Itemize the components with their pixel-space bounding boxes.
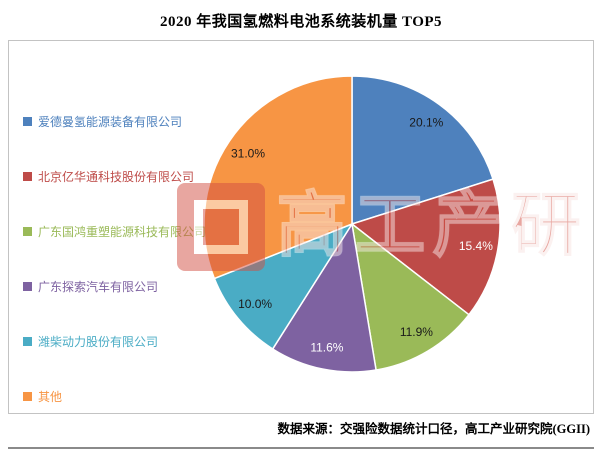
legend: 爱德曼氢能源装备有限公司 北京亿华通科技股份有限公司 广东国鸿重塑能源科技有限公司广… <box>23 113 206 405</box>
legend-item: 其他 <box>23 388 206 405</box>
legend-swatch <box>23 337 32 346</box>
legend-label: 广东国鸿重塑能源科技有限公司 <box>38 225 207 239</box>
legend-swatch <box>23 172 32 181</box>
pie-slice-label: 15.4% <box>459 239 493 253</box>
chart-area: 爱德曼氢能源装备有限公司 北京亿华通科技股份有限公司 广东国鸿重塑能源科技有限公司广… <box>8 40 594 414</box>
legend-swatch <box>23 117 32 126</box>
pie-slice-label: 11.9% <box>400 325 433 339</box>
legend-label: 爱德曼氢能源装备有限公司 <box>38 115 183 129</box>
legend-label: 潍柴动力股份有限公司 <box>38 335 159 349</box>
pie-chart: 20.1% 15.4% 11.9% 11.6% 10.0% 31.0% <box>203 75 501 373</box>
pie-slice <box>213 222 354 350</box>
legend-item: 广东国鸿重塑能源科技有限公司 <box>23 223 206 240</box>
pie-slice-label: 31.0% <box>231 146 265 160</box>
legend-label: 北京亿华通科技股份有限公司 <box>38 170 195 184</box>
legend-item: 广东探索汽车有限公司 <box>23 278 206 295</box>
legend-swatch <box>23 227 32 236</box>
pie-slice-label: 11.6% <box>310 340 343 354</box>
legend-item: 北京亿华通科技股份有限公司 <box>23 168 206 185</box>
legend-swatch <box>23 282 32 291</box>
legend-label: 其他 <box>38 390 63 404</box>
source-note: 数据来源：交强险数据统计口径，高工产业研究院(GGII) <box>8 416 594 449</box>
pie-slice <box>350 178 501 316</box>
legend-item: 潍柴动力股份有限公司 <box>23 333 206 350</box>
pie-slice <box>351 75 494 226</box>
pie-slice-label: 20.1% <box>409 116 443 130</box>
pie-slice-label: 10.0% <box>238 297 272 311</box>
legend-item: 爱德曼氢能源装备有限公司 <box>23 113 206 130</box>
pie-slice <box>271 221 377 373</box>
pie-slice <box>350 222 470 371</box>
chart-title: 2020 年我国氢燃料电池系统装机量 TOP5 <box>159 14 443 30</box>
legend-label: 广东探索汽车有限公司 <box>38 280 159 294</box>
legend-swatch <box>23 392 32 401</box>
